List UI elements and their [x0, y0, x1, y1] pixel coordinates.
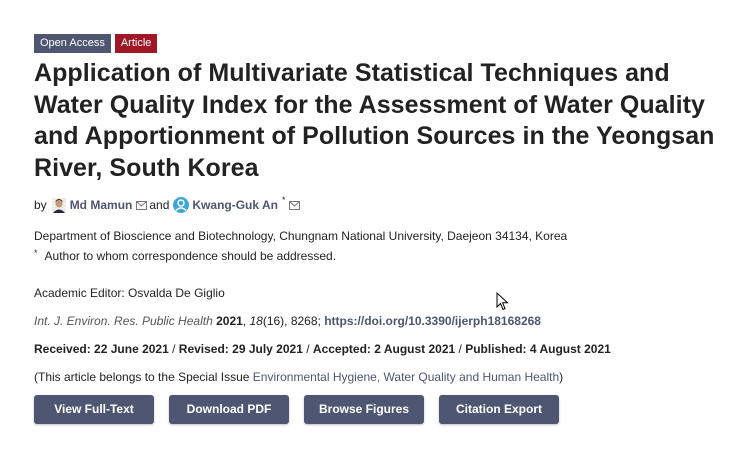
received-label: Received:: [34, 342, 91, 356]
citation-volume: 18: [249, 314, 263, 328]
user-avatar-icon[interactable]: [173, 197, 190, 213]
special-issue-note: (This article belongs to the Special Iss…: [34, 368, 724, 386]
revised-label: Revised:: [178, 342, 229, 356]
author-list: by Md Mamun and Kwang-Guk An *: [34, 195, 724, 214]
download-pdf-button[interactable]: Download PDF: [169, 395, 289, 424]
email-icon[interactable]: [136, 197, 148, 210]
author-link-an[interactable]: Kwang-Guk An: [192, 198, 278, 212]
correspondence-note: * Author to whom correspondence should be…: [34, 247, 724, 266]
article-header: Open Access Article Application of Multi…: [34, 34, 724, 424]
by-label: by: [34, 198, 47, 212]
revised-date: 29 July 2021: [232, 342, 303, 356]
academic-editor: Academic Editor: Osvalda De Giglio: [34, 286, 225, 300]
special-issue-prefix: (This article belongs to the Special Iss…: [34, 370, 253, 384]
open-access-badge[interactable]: Open Access: [34, 34, 111, 53]
affiliation: Department of Bioscience and Biotechnolo…: [34, 229, 568, 243]
article-badges: Open Access Article: [34, 34, 724, 53]
article-actions: View Full-Text Download PDF Browse Figur…: [34, 395, 724, 424]
journal-name: Int. J. Environ. Res. Public Health: [34, 314, 213, 328]
special-issue-link[interactable]: Environmental Hygiene, Water Quality and…: [252, 370, 560, 384]
mouse-cursor-icon: [496, 291, 509, 311]
correspondence-text: Author to whom correspondence should be …: [44, 249, 337, 263]
browse-figures-button[interactable]: Browse Figures: [304, 395, 424, 424]
citation-line: Int. J. Environ. Res. Public Health 2021…: [34, 314, 541, 328]
email-icon[interactable]: [289, 197, 301, 210]
received-date: 22 June 2021: [94, 342, 169, 356]
publication-dates: Received: 22 June 2021 / Revised: 29 Jul…: [34, 342, 611, 356]
accepted-label: Accepted:: [312, 342, 371, 356]
correspondence-mark: *: [34, 248, 38, 258]
citation-year: 2021: [216, 314, 243, 328]
special-issue-suffix: ): [559, 370, 564, 384]
published-label: Published:: [465, 342, 527, 356]
doi-link[interactable]: https://doi.org/10.3390/ijerph18168268: [324, 314, 541, 328]
and-label: and: [149, 198, 170, 212]
accepted-date: 2 August 2021: [374, 342, 456, 356]
corresponding-author-mark: *: [281, 195, 286, 205]
article-type-badge: Article: [114, 34, 158, 53]
published-date: 4 August 2021: [529, 342, 611, 356]
view-full-text-button[interactable]: View Full-Text: [34, 395, 154, 424]
citation-issue-pages: (16), 8268;: [262, 314, 321, 328]
article-title: Application of Multivariate Statistical …: [34, 59, 715, 182]
author-photo-icon[interactable]: [51, 197, 66, 213]
author-link-mamun[interactable]: Md Mamun: [69, 198, 133, 212]
citation-export-button[interactable]: Citation Export: [439, 395, 559, 424]
